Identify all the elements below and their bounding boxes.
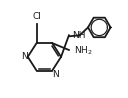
Text: N: N [52, 70, 58, 79]
Text: N: N [21, 52, 28, 61]
Text: NH: NH [72, 31, 85, 40]
Text: NH$_2$: NH$_2$ [74, 45, 92, 57]
Text: Cl: Cl [32, 12, 41, 21]
